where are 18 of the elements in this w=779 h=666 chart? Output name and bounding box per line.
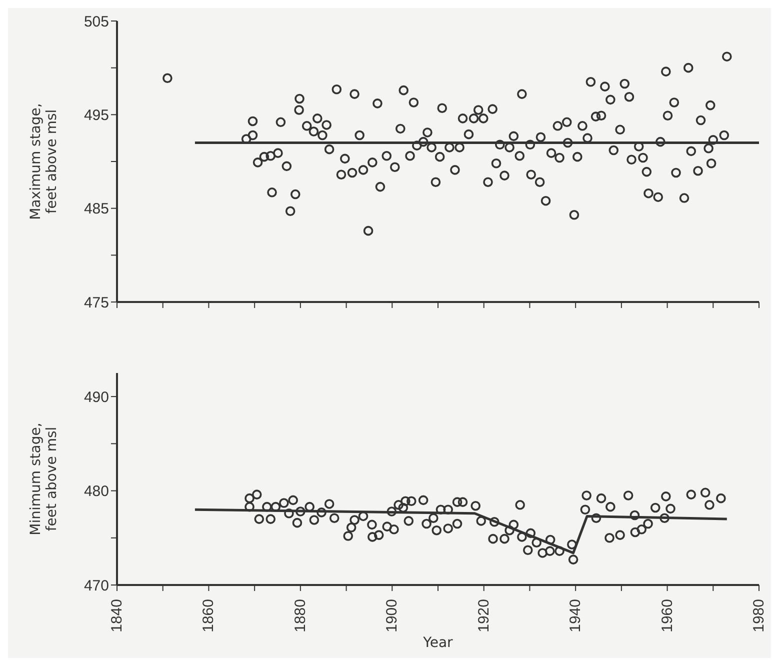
x-tick-label: 1880 (292, 599, 309, 632)
x-tick-label: 1920 (475, 599, 492, 632)
y-tick-label: 470 (84, 577, 109, 594)
y-tick-label: 495 (84, 106, 109, 124)
y-axis-title: Maximum stage, feet above msl (28, 103, 60, 220)
x-tick-label: 1960 (658, 599, 676, 632)
y-axis-title: Minimum stage, feet above msl (28, 422, 60, 536)
y-tick-label: 485 (84, 200, 109, 218)
x-tick-label: 1940 (567, 599, 584, 632)
y-tick-label: 505 (84, 13, 109, 30)
y-tick-label: 475 (84, 294, 109, 312)
x-tick-label: 1900 (384, 599, 401, 632)
y-tick-label: 480 (84, 483, 109, 500)
x-tick-label: 1840 (108, 599, 126, 632)
y-tick-label: 490 (84, 388, 109, 406)
x-tick-label: 1860 (200, 599, 218, 632)
x-axis-title: Year (422, 635, 454, 651)
x-tick-label: 1980 (750, 599, 768, 632)
